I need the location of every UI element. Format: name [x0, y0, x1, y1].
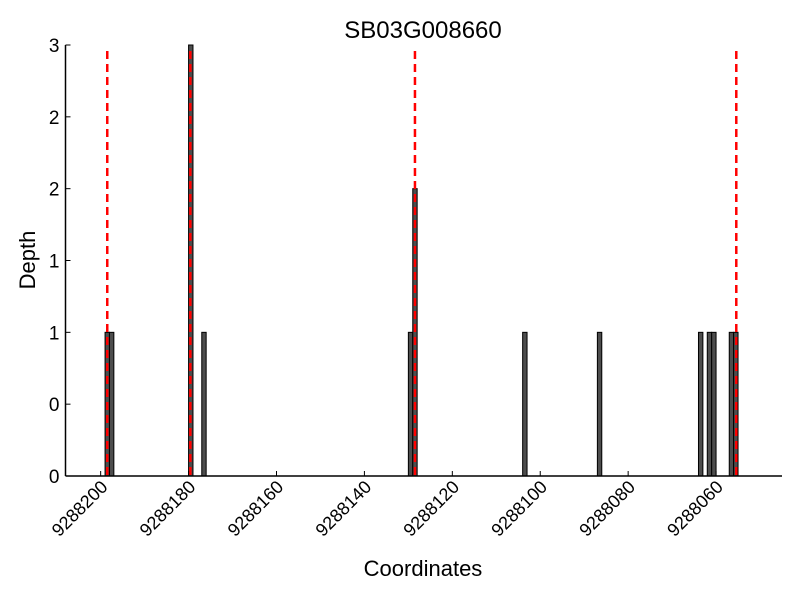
x-tick-label: 9288060 — [663, 477, 727, 541]
x-tick-label: 9288120 — [399, 477, 463, 541]
bars-group — [104, 44, 739, 477]
bar — [711, 331, 717, 477]
x-axis-label: Coordinates — [364, 556, 483, 581]
chart-title: SB03G008660 — [344, 17, 501, 44]
y-tick-label: 2 — [49, 180, 60, 201]
y-tick-label: 1 — [49, 252, 60, 273]
x-tick-label: 9288160 — [224, 477, 288, 541]
bar — [706, 331, 713, 477]
y-tick-label: 0 — [49, 395, 60, 416]
bar — [596, 331, 603, 477]
bar — [522, 331, 528, 477]
x-tick-label: 9288080 — [575, 477, 639, 541]
y-tick-label: 2 — [49, 108, 60, 129]
bar — [201, 331, 207, 477]
bar — [407, 331, 414, 477]
bar — [108, 331, 115, 477]
x-tick-label: 9288140 — [312, 477, 376, 541]
x-tick-label: 9288180 — [136, 477, 200, 541]
bar — [697, 331, 704, 477]
bar — [728, 331, 735, 477]
y-tick-label: 1 — [49, 323, 60, 344]
x-tick-label: 9288100 — [487, 477, 551, 541]
y-tick-label: 0 — [49, 467, 60, 488]
y-tick-label: 3 — [49, 36, 60, 57]
y-axis-label: Depth — [15, 231, 40, 290]
vlines-group — [106, 51, 738, 476]
